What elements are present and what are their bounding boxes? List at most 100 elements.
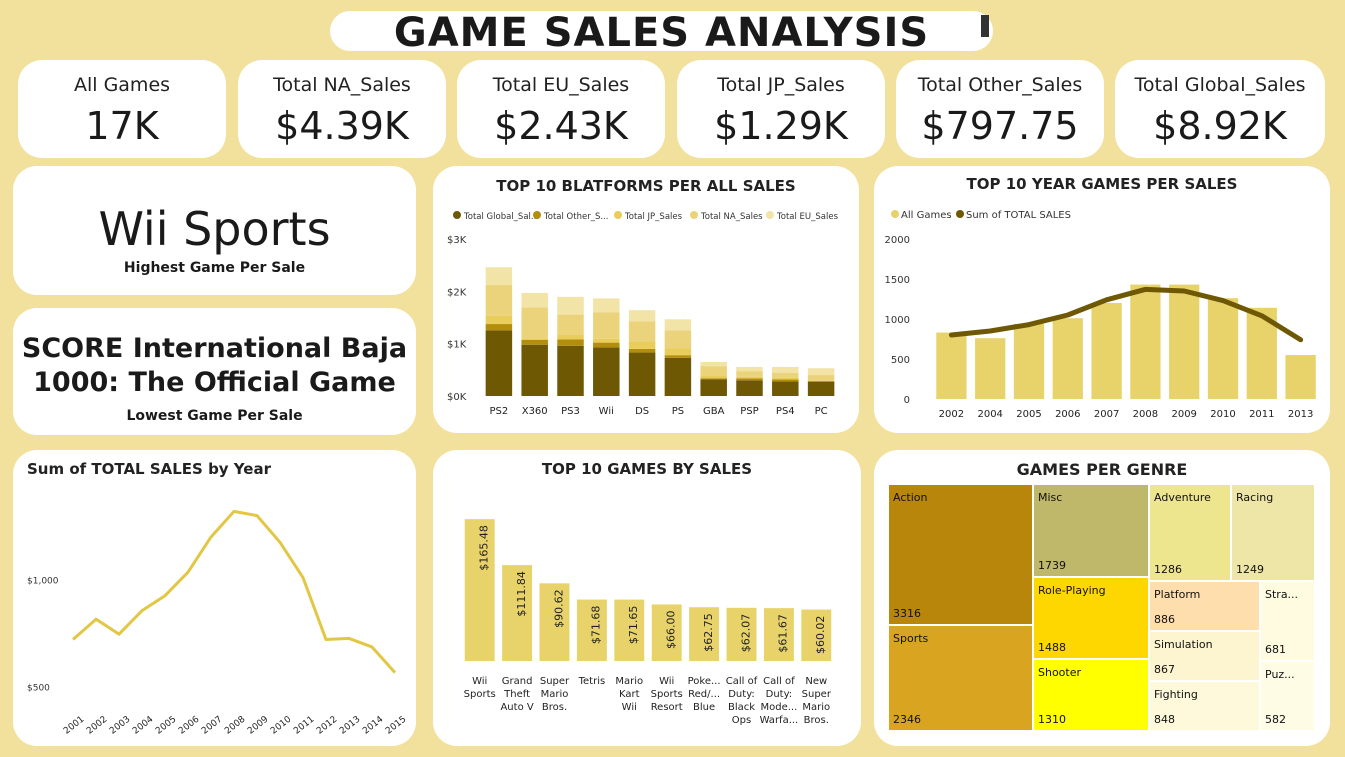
- title-marker: [981, 15, 989, 37]
- x-tick-label: X360: [522, 406, 548, 417]
- treemap-cell: Misc 1739: [1033, 484, 1149, 577]
- treemap-label: Simulation: [1154, 638, 1213, 651]
- legend-swatch: [614, 211, 622, 219]
- bar-segment: [628, 310, 656, 322]
- bar-segment: [664, 319, 692, 331]
- treemap-label: Adventure: [1154, 491, 1211, 504]
- years-chart-card: TOP 10 YEAR GAMES PER SALES All Games Sum…: [874, 166, 1330, 433]
- bar-segment: [628, 321, 656, 342]
- bar: [539, 583, 570, 661]
- highest-game-name: Wii Sports: [98, 202, 331, 256]
- x-tick-label: 2005: [1016, 409, 1041, 420]
- bar-segment: [807, 380, 835, 382]
- bar-segment: [772, 372, 799, 378]
- chart-title: Sum of TOTAL SALES by Year: [27, 460, 272, 478]
- x-tick-label: PS4: [776, 406, 795, 417]
- bar-segment: [557, 345, 584, 396]
- bar-segment: [485, 324, 513, 331]
- x-tick-label: Tetris: [578, 676, 606, 687]
- bar-segment: [557, 296, 584, 315]
- x-tick-label: Duty:: [728, 689, 755, 700]
- data-label: $111.84: [515, 571, 528, 617]
- bar: [975, 338, 1006, 399]
- treemap-value: 1488: [1038, 641, 1066, 654]
- bar-segment: [521, 340, 548, 345]
- legend-swatch: [533, 211, 541, 219]
- y-tick-label: $0K: [447, 392, 467, 403]
- x-tick-label: Warfa...: [760, 715, 799, 726]
- data-label: $61.67: [777, 614, 790, 653]
- x-tick-label: Super: [802, 689, 832, 700]
- bar: [689, 607, 720, 661]
- bar-segment: [485, 330, 513, 396]
- bar: [936, 332, 967, 399]
- x-tick-label: Wii: [599, 406, 614, 417]
- kpi-value: $1.29K: [714, 104, 848, 148]
- bar: [1091, 303, 1122, 399]
- lowest-game-caption: Lowest Game Per Sale: [126, 408, 303, 424]
- y-tick-label: 1500: [885, 275, 910, 286]
- treemap-cell: Adventure 1286: [1149, 484, 1231, 581]
- treemap-label: Fighting: [1154, 688, 1198, 701]
- y-tick-label: 500: [891, 355, 910, 366]
- treemap-cell: Simulation 867: [1149, 631, 1260, 681]
- bar-segment: [664, 330, 692, 349]
- legend-swatch: [956, 210, 964, 218]
- platforms-chart-card: TOP 10 BLATFORMS PER ALL SALES Total Glo…: [433, 166, 859, 433]
- bar-segment: [485, 267, 513, 286]
- x-tick-label: Mario: [802, 702, 830, 713]
- x-tick-label: PS3: [561, 406, 580, 417]
- bar-segment: [521, 292, 548, 308]
- treemap-value: 1739: [1038, 559, 1066, 572]
- kpi-card-na-sales: Total NA_Sales $4.39K: [238, 60, 446, 158]
- treemap-value: 582: [1265, 713, 1286, 726]
- x-tick-label: 2004: [977, 409, 1002, 420]
- sales-by-year-card: Sum of TOTAL SALES by Year $500 $1,000 200…: [13, 450, 416, 746]
- x-tick-label: PSP: [740, 406, 758, 417]
- treemap-value: 2346: [893, 713, 921, 726]
- bar: [502, 565, 533, 661]
- bar-segment: [521, 307, 548, 339]
- bar-segment: [807, 368, 835, 376]
- bar: [1285, 355, 1316, 399]
- bar-segment: [736, 376, 763, 379]
- x-tick-label: 2002: [939, 409, 964, 420]
- x-tick-label: 2006: [1055, 409, 1080, 420]
- bar-segment: [593, 298, 620, 313]
- treemap-cell: Fighting 848: [1149, 681, 1260, 731]
- y-tick-label: $2K: [447, 287, 467, 298]
- treemap-label: Misc: [1038, 491, 1063, 504]
- x-tick-label: Resort: [651, 702, 683, 713]
- bar-segment: [593, 338, 620, 343]
- page-title: GAME SALES ANALYSIS: [393, 10, 930, 56]
- legend-label: Total JP_Sales: [624, 212, 683, 222]
- bar-segment: [593, 347, 620, 396]
- bar-segment: [736, 366, 763, 372]
- kpi-card-global-sales: Total Global_Sales $8.92K: [1115, 60, 1325, 158]
- x-tick-label: 2012: [315, 715, 339, 737]
- bar-segment: [628, 341, 656, 349]
- x-tick-label: 2014: [361, 714, 385, 736]
- bar-segment: [807, 380, 835, 381]
- bar-segment: [772, 381, 799, 396]
- treemap-label: Racing: [1236, 491, 1274, 504]
- kpi-value: $4.39K: [275, 104, 409, 148]
- kpi-value: 17K: [85, 104, 159, 148]
- x-tick-label: New: [805, 676, 827, 687]
- treemap-label: Shooter: [1038, 666, 1082, 679]
- treemap-value: 681: [1265, 643, 1286, 656]
- y-tick-label: $3K: [447, 235, 467, 246]
- dashboard-title-bar: GAME SALES ANALYSIS: [330, 11, 993, 55]
- x-tick-label: Sports: [464, 689, 496, 700]
- bar-segment: [807, 381, 835, 396]
- data-label: $71.65: [627, 606, 640, 645]
- kpi-label: Total NA_Sales: [273, 74, 411, 96]
- data-label: $165.48: [478, 525, 491, 571]
- x-tick-label: Wii: [472, 676, 487, 687]
- legend-label: Total Global_Sal...: [463, 212, 539, 222]
- x-tick-label: 2010: [1210, 409, 1235, 420]
- x-tick-label: Theft: [503, 689, 530, 700]
- treemap-value: 3316: [893, 607, 921, 620]
- legend-swatch: [766, 211, 774, 219]
- x-tick-label: Duty:: [766, 689, 793, 700]
